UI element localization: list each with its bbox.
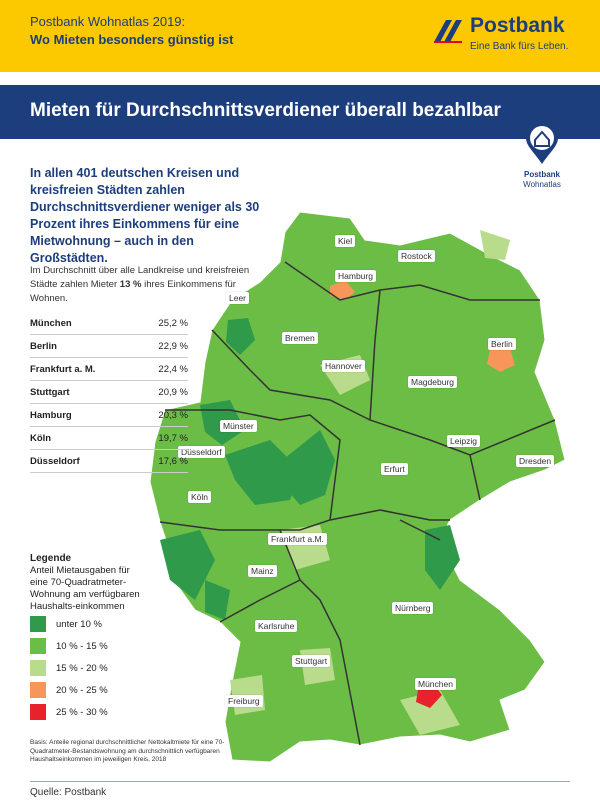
city-label: Leer (226, 292, 250, 304)
legend-title: Legende (30, 553, 72, 564)
rent-share: 25,2 % (158, 317, 188, 329)
city-label: Freiburg (225, 695, 263, 707)
rent-share: 19,7 % (158, 432, 188, 444)
source: Quelle: Postbank (30, 787, 107, 798)
city-label: Dresden (516, 455, 555, 467)
legend-item: 20 % - 25 % (30, 679, 108, 701)
city-name: Köln (30, 432, 52, 444)
city-name: Berlin (30, 340, 57, 352)
city-label: Rostock (398, 250, 435, 262)
city-name: München (30, 317, 72, 329)
header-title: Postbank Wohnatlas 2019: (30, 14, 186, 29)
legend-description: Anteil Mietausgaben für eine 70-Quadratm… (30, 565, 140, 612)
badge-sub: Wohnatlas (523, 180, 561, 189)
city-label: Hannover (322, 360, 365, 372)
divider (30, 781, 570, 782)
rent-share: 17,6 % (158, 455, 188, 467)
basis-note: Basis: Anteile regional durchschnittlich… (30, 739, 225, 763)
legend-label: 10 % - 15 % (56, 640, 108, 652)
state-borders (159, 261, 556, 746)
legend-swatch (30, 638, 46, 654)
legend-swatch (30, 682, 46, 698)
city-label: Mainz (248, 565, 277, 577)
city-label: Leipzig (447, 435, 480, 447)
summary-highlight: 13 % (119, 279, 142, 290)
badge-name: Postbank (523, 170, 560, 179)
legend-swatch (30, 704, 46, 720)
header: Postbank Wohnatlas 2019: Wo Mieten beson… (0, 0, 600, 72)
legend: unter 10 % 10 % - 15 % 15 % - 20 % 20 % - 2… (30, 613, 108, 723)
legend-item: 25 % - 30 % (30, 701, 108, 723)
legend-label: 15 % - 20 % (56, 662, 108, 674)
map (149, 211, 566, 763)
legend-label: 20 % - 25 % (56, 684, 108, 696)
city-name: Stuttgart (30, 386, 70, 398)
hamburg-area (330, 280, 355, 300)
table-row: München 25,2 % (30, 312, 188, 335)
berlin-area (487, 348, 515, 372)
germany (149, 211, 566, 763)
table-row: Stuttgart 20,9 % (30, 381, 188, 404)
city-label: Münster (220, 420, 257, 432)
badge-icon (526, 122, 558, 164)
summary: Im Durchschnitt über alle Landkreise und… (30, 264, 275, 306)
table-row: Hamburg 20,3 % (30, 404, 188, 427)
city-name: Frankfurt a. M. (30, 363, 96, 375)
table-row: Frankfurt a. M. 22,4 % (30, 358, 188, 381)
ranking-table: München 25,2 % Berlin 22,9 % Frankfurt a. M.… (30, 312, 188, 473)
legend-item: 10 % - 15 % (30, 635, 108, 657)
summary-text: Im Durchschnitt über alle Landkreise und… (30, 265, 250, 290)
banner: Mieten für Durchschnittsverdiener überal… (0, 85, 600, 139)
city-label: Kiel (335, 235, 356, 247)
legend-item: 15 % - 20 % (30, 657, 108, 679)
intro: In allen 401 deutschen Kreisen und kreis… (30, 166, 260, 265)
city-label: München (415, 678, 456, 690)
legend-swatch (30, 660, 46, 676)
rent-share: 22,4 % (158, 363, 188, 375)
city-label: Magdeburg (408, 376, 458, 388)
logo-name: Postbank (470, 14, 565, 37)
table-row: Berlin 22,9 % (30, 335, 188, 358)
city-label: Hamburg (335, 270, 376, 282)
city-label: Köln (188, 491, 212, 503)
legend-label: unter 10 % (56, 618, 102, 630)
city-label: Erfurt (381, 463, 408, 475)
rent-share: 20,9 % (158, 386, 188, 398)
logo-tagline: Eine Bank fürs Leben. (470, 41, 569, 52)
city-label: Düsseldorf (178, 446, 225, 458)
legend-swatch (30, 616, 46, 632)
city-label: Stuttgart (292, 655, 331, 667)
city-name: Hamburg (30, 409, 72, 421)
table-row: Düsseldorf 17,6 % (30, 450, 188, 473)
rent-share: 20,3 % (158, 409, 188, 421)
city-name: Düsseldorf (30, 455, 80, 467)
city-label: Bremen (282, 332, 318, 344)
legend-label: 25 % - 30 % (56, 706, 108, 718)
city-label: Karlsruhe (255, 620, 298, 632)
city-label: Nürnberg (392, 602, 434, 614)
logo-icon (434, 20, 462, 43)
summary-text: ihres Einkommens für Wohnen. (30, 279, 236, 304)
legend-item: unter 10 % (30, 613, 108, 635)
header-subtitle: Wo Mieten besonders günstig ist (30, 32, 234, 47)
city-label: Frankfurt a.M. (268, 533, 327, 545)
rent-share: 22,9 % (158, 340, 188, 352)
city-label: Berlin (488, 338, 516, 350)
banner-title: Mieten für Durchschnittsverdiener überal… (30, 100, 501, 121)
table-row: Köln 19,7 % (30, 427, 188, 450)
